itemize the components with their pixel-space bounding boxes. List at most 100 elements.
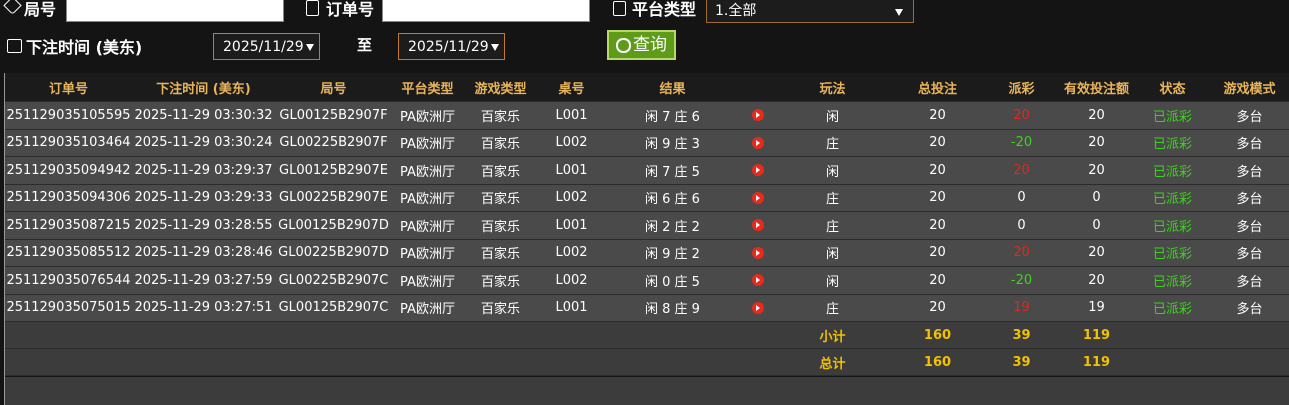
cell: 闲 7 庄 5	[605, 156, 740, 185]
cell: 20	[1058, 266, 1135, 295]
cell	[1210, 321, 1289, 349]
cell: L001	[538, 294, 605, 322]
cell: 2025-11-29 03:30:32	[132, 101, 275, 130]
cell	[605, 348, 740, 376]
cell: 2025-11-29 03:27:51	[132, 294, 275, 322]
order-input[interactable]	[382, 0, 590, 22]
cell: 251129035076544	[5, 266, 132, 295]
sum-payout: 39	[985, 348, 1058, 376]
cell: L001	[538, 211, 605, 240]
cell: 闲 0 庄 5	[605, 266, 740, 295]
sum-label: 总计	[775, 348, 890, 376]
order-row: 251129035094942 2025-11-29 03:29:37 GL0012…	[5, 156, 1289, 185]
cell: 2025-11-29 03:29:33	[132, 184, 275, 212]
cell: L002	[538, 129, 605, 157]
cell: 闲	[775, 266, 890, 295]
date-from[interactable]: 2025/11/29	[213, 33, 320, 60]
cell: 百家乐	[463, 129, 538, 157]
cell: 多台	[1210, 101, 1289, 130]
cell: 2025-11-29 03:27:59	[132, 266, 275, 295]
cell: 20	[890, 156, 985, 185]
cell	[740, 321, 775, 349]
date-to[interactable]: 2025/11/29	[398, 33, 505, 60]
subtotal-row: 小计 160 39 119	[5, 321, 1289, 349]
header-cell: 状态	[1135, 73, 1210, 102]
cell: 20	[890, 129, 985, 157]
cell: 已派彩	[1135, 294, 1210, 322]
sum-payout: 39	[985, 321, 1058, 349]
icon-cell	[740, 266, 775, 295]
cell: 0	[1058, 184, 1135, 212]
cell	[275, 348, 392, 376]
play-icon[interactable]	[751, 109, 764, 122]
cell	[5, 321, 132, 349]
play-icon[interactable]	[751, 136, 764, 149]
cell: 251129035103464	[5, 129, 132, 157]
cell	[392, 321, 463, 349]
cell: 闲 2 庄 2	[605, 211, 740, 240]
query-text: 查询	[633, 35, 667, 55]
cell: 闲 9 庄 2	[605, 239, 740, 267]
cell: 已派彩	[1135, 156, 1210, 185]
cell: 2025-11-29 03:28:55	[132, 211, 275, 240]
cell: GL00125B2907D	[275, 211, 392, 240]
cell	[463, 348, 538, 376]
cell	[538, 348, 605, 376]
order-row: 251129035103464 2025-11-29 03:30:24 GL0022…	[5, 129, 1289, 157]
cell: 20	[1058, 129, 1135, 157]
clipboard-icon	[306, 0, 319, 16]
header-cell: 平台类型	[392, 73, 463, 102]
play-icon[interactable]	[751, 191, 764, 204]
header-cell: 订单号	[5, 73, 132, 102]
cell: 20	[985, 156, 1058, 185]
icon-cell	[740, 101, 775, 130]
cell: 闲	[775, 156, 890, 185]
total-row: 总计 160 39 119	[5, 348, 1289, 376]
calendar-icon	[7, 39, 22, 53]
cell	[132, 348, 275, 376]
cell: 多台	[1210, 129, 1289, 157]
play-icon[interactable]	[751, 219, 764, 232]
play-icon[interactable]	[751, 246, 764, 259]
cell	[392, 348, 463, 376]
cell: 多台	[1210, 156, 1289, 185]
platform-select[interactable]: 1.全部	[706, 0, 914, 23]
cell: 百家乐	[463, 211, 538, 240]
cell: GL00125B2907E	[275, 156, 392, 185]
play-icon[interactable]	[751, 301, 764, 314]
orders-table: 订单号 下注时间 (美东) 局号 平台类型 游戏类型 桌号 结果 玩法 总投注 派彩 有效投注额 状态…	[5, 73, 1289, 376]
cell: GL00125B2907F	[275, 101, 392, 130]
cell: 251129035075015	[5, 294, 132, 322]
header-cell: 总投注	[890, 73, 985, 102]
cell: GL00225B2907D	[275, 239, 392, 267]
cell: 闲	[775, 101, 890, 130]
cell: GL00225B2907F	[275, 129, 392, 157]
order-row: 251129035085512 2025-11-29 03:28:46 GL0022…	[5, 239, 1289, 267]
cell: 多台	[1210, 294, 1289, 322]
header-cell	[740, 73, 775, 102]
tag-icon	[3, 0, 22, 15]
cell: L002	[538, 184, 605, 212]
play-icon[interactable]	[751, 274, 764, 287]
header-cell: 玩法	[775, 73, 890, 102]
cell: 闲	[775, 239, 890, 267]
cell: 251129035094306	[5, 184, 132, 212]
icon-cell	[740, 156, 775, 185]
cell: 已派彩	[1135, 211, 1210, 240]
cell: 0	[985, 211, 1058, 240]
play-icon[interactable]	[751, 164, 764, 177]
date-to-value: 2025/11/29	[408, 39, 489, 55]
cell: 多台	[1210, 211, 1289, 240]
cell: 已派彩	[1135, 266, 1210, 295]
cell: 闲 9 庄 3	[605, 129, 740, 157]
query-button[interactable]: 查询	[607, 30, 676, 60]
cell: 庄	[775, 129, 890, 157]
sum-bet: 160	[890, 348, 985, 376]
cell: 2025-11-29 03:28:46	[132, 239, 275, 267]
icon-cell	[740, 184, 775, 212]
cell	[538, 321, 605, 349]
round-input[interactable]	[66, 0, 284, 22]
cell: 百家乐	[463, 239, 538, 267]
platform-value: 1.全部	[715, 3, 757, 19]
